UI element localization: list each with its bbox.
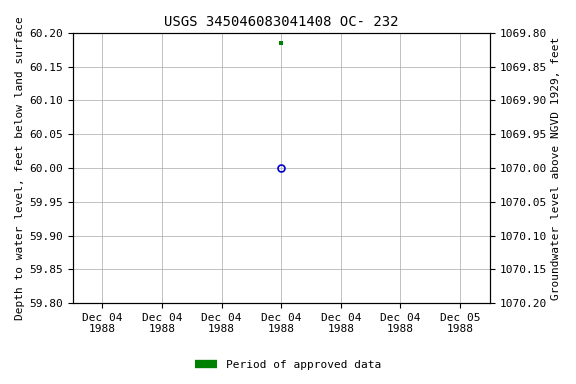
Title: USGS 345046083041408 OC- 232: USGS 345046083041408 OC- 232 <box>164 15 399 29</box>
Y-axis label: Depth to water level, feet below land surface: Depth to water level, feet below land su… <box>15 16 25 320</box>
Legend: Period of approved data: Period of approved data <box>191 356 385 375</box>
Y-axis label: Groundwater level above NGVD 1929, feet: Groundwater level above NGVD 1929, feet <box>551 36 561 300</box>
